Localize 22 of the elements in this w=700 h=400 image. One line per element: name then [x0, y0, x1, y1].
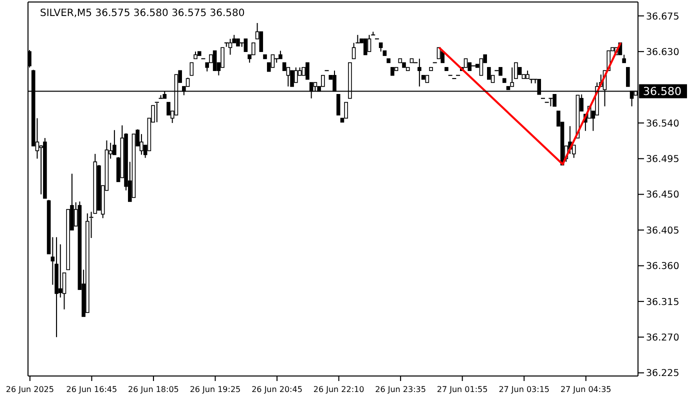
x-tick-label: 26 Jun 20:45	[252, 385, 302, 394]
ref-line-label: 36.580	[643, 85, 682, 98]
y-tick-label: 36.405	[646, 225, 680, 236]
y-tick-label: 36.360	[646, 261, 680, 272]
x-tick-label: 26 Jun 23:35	[375, 385, 426, 394]
y-tick-label: 36.675	[646, 11, 680, 22]
y-tick-label: 36.630	[646, 46, 680, 58]
x-tick-label: 26 Jun 19:25	[190, 385, 241, 394]
x-tick-label: 26 Jun 22:10	[313, 385, 364, 394]
y-tick-label: 36.225	[646, 368, 680, 380]
x-tick-label: 27 Jun 03:15	[498, 385, 550, 394]
text: SILVER,M5 36.575 36.580 36.575 36.580	[40, 8, 245, 19]
x-tick-label: 26 Jun 18:05	[128, 385, 179, 394]
x-tick-label: 27 Jun 01:55	[436, 385, 488, 394]
y-tick-label: 36.495	[646, 154, 680, 166]
x-tick-label: 26 Jun 2025	[6, 385, 54, 394]
y-tick-label: 36.315	[646, 296, 680, 308]
y-tick-label: 36.270	[646, 332, 680, 344]
x-tick-label: 26 Jun 16:45	[66, 385, 118, 394]
x-tick-label: 27 Jun 04:35	[560, 385, 612, 394]
y-tick-label: 36.450	[646, 190, 680, 201]
y-tick-label: 36.540	[646, 118, 680, 130]
